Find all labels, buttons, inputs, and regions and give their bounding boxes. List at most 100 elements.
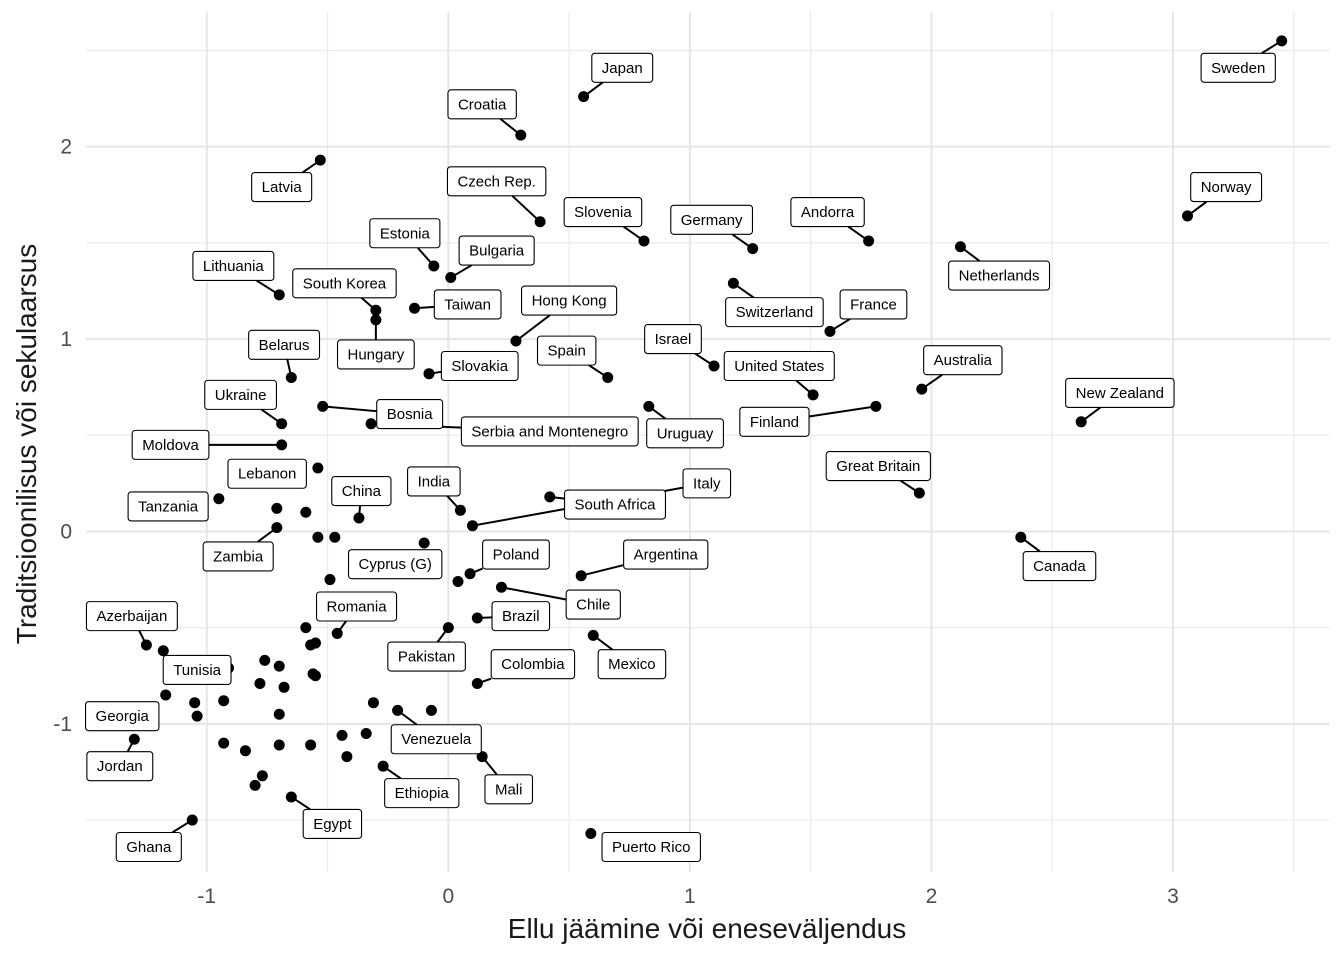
country-label: Puerto Rico (601, 831, 701, 863)
data-point (353, 512, 365, 524)
country-label: Uruguay (646, 418, 724, 449)
data-point (913, 487, 925, 499)
country-label: Italy (682, 468, 732, 499)
data-point (392, 704, 404, 716)
data-point (534, 216, 546, 228)
data-point (273, 708, 285, 720)
label-text: Brazil (502, 608, 540, 625)
data-point (445, 272, 457, 284)
country-label: Israel (644, 324, 702, 355)
data-point (370, 304, 382, 316)
data-point (471, 612, 483, 624)
data-point (140, 639, 152, 651)
label-connector (322, 405, 377, 413)
data-point (324, 574, 336, 586)
label-box (491, 601, 551, 632)
label-text: South Africa (575, 497, 657, 514)
data-point (300, 622, 312, 634)
data-point (191, 710, 203, 722)
label-box (1065, 377, 1175, 408)
country-label: Bulgaria (458, 235, 535, 266)
label-box (387, 641, 466, 672)
label-box (131, 429, 210, 460)
country-label: Colombia (490, 649, 576, 680)
data-points (128, 35, 1288, 840)
label-text: Romania (327, 598, 388, 615)
country-label: Great Britain (825, 450, 931, 482)
data-point (312, 462, 324, 474)
data-point (418, 537, 430, 549)
data-point (314, 154, 326, 166)
x-tick-label: 3 (1167, 885, 1179, 908)
country-label: Norway (1190, 172, 1263, 203)
data-point (128, 733, 140, 745)
label-text: Moldova (142, 437, 199, 454)
label-text: Puerto Rico (612, 839, 690, 856)
data-point (218, 695, 230, 707)
label-text: Sweden (1211, 60, 1265, 77)
data-point (425, 704, 437, 716)
label-box (162, 654, 232, 686)
y-tick-label: 1 (60, 328, 72, 351)
country-label: France (839, 289, 908, 320)
label-box (563, 197, 643, 228)
label-text: Ukraine (215, 387, 267, 404)
x-tick-label: 0 (442, 885, 454, 908)
y-tick-label: 2 (60, 136, 72, 159)
data-point (638, 235, 650, 247)
country-label: India (407, 466, 461, 497)
country-label: Ethiopia (384, 778, 460, 809)
country-label: Japan (591, 52, 654, 83)
label-text: Hungary (348, 346, 405, 363)
data-point (271, 502, 283, 514)
label-box (440, 350, 519, 382)
label-text: Norway (1201, 179, 1252, 196)
data-point (157, 645, 169, 657)
country-label: Taiwan (433, 289, 502, 320)
label-box (521, 285, 618, 316)
data-point (916, 383, 928, 395)
data-point (585, 828, 597, 840)
country-label: Azerbaijan (85, 601, 178, 632)
country-label: Croatia (447, 89, 517, 120)
label-text: Georgia (96, 708, 150, 725)
country-label: Georgia (84, 701, 160, 732)
label-box (331, 476, 392, 507)
label-box (536, 335, 597, 366)
x-tick-label: 2 (926, 885, 938, 908)
country-label: Lithuania (192, 250, 275, 282)
data-point (510, 335, 522, 347)
data-point (423, 368, 435, 380)
data-point (409, 302, 421, 314)
label-text: India (418, 473, 451, 490)
label-box (115, 831, 182, 863)
y-tick-label: 0 (60, 520, 72, 543)
data-point (218, 737, 230, 749)
label-text: Venezuela (401, 731, 472, 748)
label-box (670, 204, 754, 235)
label-text: Taiwan (444, 296, 491, 313)
data-point (285, 372, 297, 384)
country-label: Sweden (1200, 52, 1276, 83)
data-point (578, 91, 590, 103)
data-point (544, 491, 556, 503)
label-box (490, 649, 576, 680)
label-text: Netherlands (959, 268, 1040, 285)
data-point (495, 581, 507, 593)
country-label: Australia (923, 345, 1003, 376)
label-text: Hong Kong (532, 293, 607, 310)
label-text: Tunisia (173, 662, 221, 679)
label-connector (501, 586, 567, 601)
label-text: Egypt (313, 816, 352, 833)
data-point (239, 745, 251, 757)
label-text: Chile (576, 597, 610, 614)
label-connector (808, 405, 877, 418)
label-box (292, 268, 397, 299)
label-text: France (850, 296, 897, 313)
label-box (84, 701, 160, 732)
data-point (377, 760, 389, 772)
label-box (591, 52, 654, 83)
data-point (870, 400, 882, 412)
label-text: Lithuania (203, 258, 265, 275)
